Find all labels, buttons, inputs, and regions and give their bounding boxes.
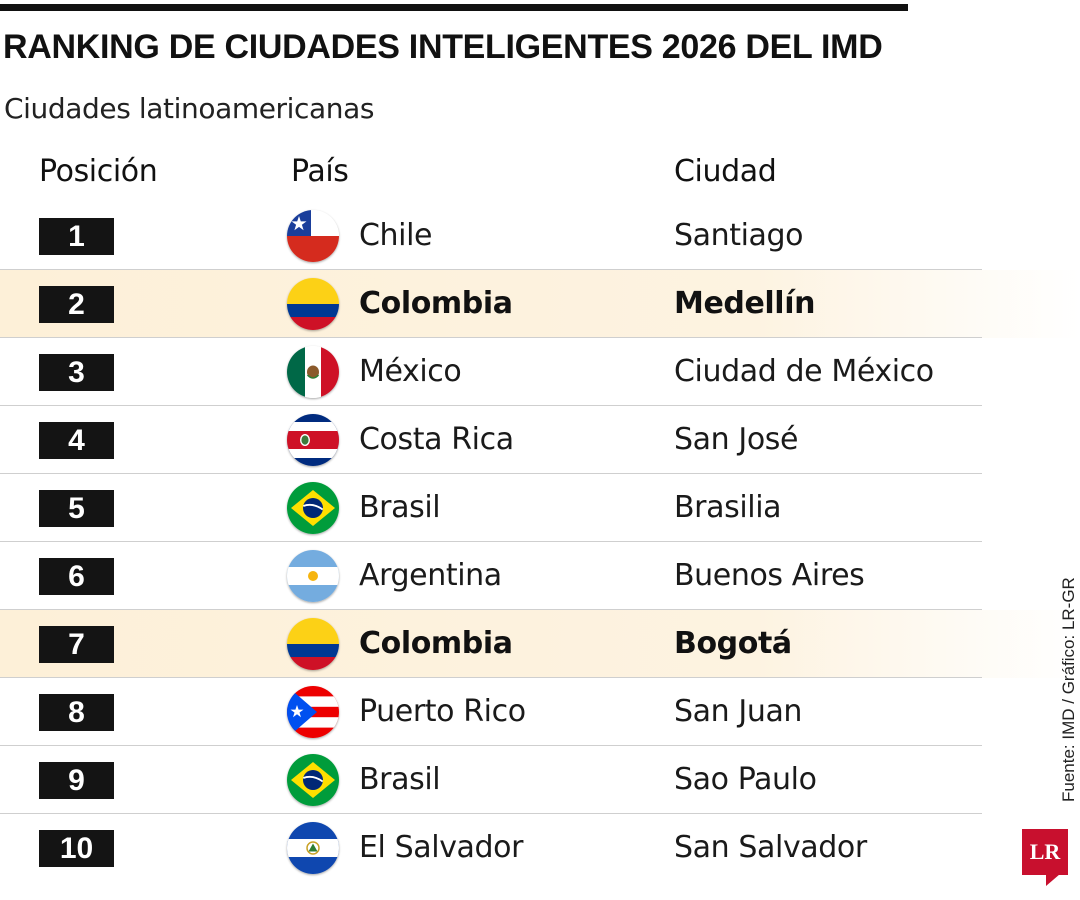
- table-row: 1 Chile Santiago: [0, 202, 1080, 270]
- flag-mexico-icon: [287, 346, 339, 398]
- table-row: 6 Argentina Buenos Aires: [0, 542, 1080, 610]
- ranking-table: 1 Chile Santiago 2 Colombia Medellín 3 México Ci…: [0, 202, 1080, 882]
- flag-puerto-rico-icon: [287, 686, 339, 738]
- top-rule: [0, 4, 908, 11]
- position-badge: 4: [39, 422, 114, 459]
- country-name: México: [359, 354, 462, 389]
- row-divider: [0, 813, 982, 814]
- flag-argentina-icon: [287, 550, 339, 602]
- country-name: El Salvador: [359, 830, 524, 865]
- flag-el-salvador-icon: [287, 822, 339, 874]
- table-row: 4 Costa Rica San José: [0, 406, 1080, 474]
- row-divider: [0, 745, 982, 746]
- city-name: Sao Paulo: [674, 762, 817, 797]
- city-name: San Salvador: [674, 830, 867, 865]
- country-name: Argentina: [359, 558, 502, 593]
- position-badge: 8: [39, 694, 114, 731]
- city-name: Brasilia: [674, 490, 782, 525]
- table-row: 9 Brasil Sao Paulo: [0, 746, 1080, 814]
- position-badge: 6: [39, 558, 114, 595]
- position-badge: 7: [39, 626, 114, 663]
- row-divider: [0, 541, 982, 542]
- lr-logo-tail: [1046, 874, 1060, 886]
- city-name: Ciudad de México: [674, 354, 934, 389]
- city-name: Medellín: [674, 286, 816, 321]
- flag-chile-icon: [287, 210, 339, 262]
- row-divider: [0, 473, 982, 474]
- country-name: Colombia: [359, 286, 513, 321]
- city-name: San José: [674, 422, 799, 457]
- city-name: Santiago: [674, 218, 804, 253]
- table-row: 7 Colombia Bogotá: [0, 610, 1080, 678]
- chart-subtitle: Ciudades latinoamericanas: [4, 92, 375, 125]
- city-name: Bogotá: [674, 626, 792, 661]
- row-divider: [0, 269, 982, 270]
- header-country: País: [291, 154, 349, 189]
- position-badge: 2: [39, 286, 114, 323]
- row-divider: [0, 337, 982, 338]
- table-row: 2 Colombia Medellín: [0, 270, 1080, 338]
- country-name: Puerto Rico: [359, 694, 526, 729]
- flag-colombia-icon: [287, 278, 339, 330]
- flag-brazil-icon: [287, 482, 339, 534]
- flag-brazil-icon: [287, 754, 339, 806]
- position-badge: 1: [39, 218, 114, 255]
- source-credit: Fuente: IMD / Gráfico: LR-GR: [1059, 577, 1078, 802]
- position-badge: 5: [39, 490, 114, 527]
- country-name: Chile: [359, 218, 433, 253]
- header-city: Ciudad: [674, 154, 777, 189]
- country-name: Brasil: [359, 490, 441, 525]
- table-row: 5 Brasil Brasilia: [0, 474, 1080, 542]
- country-name: Colombia: [359, 626, 513, 661]
- table-row: 3 México Ciudad de México: [0, 338, 1080, 406]
- city-name: San Juan: [674, 694, 803, 729]
- flag-costa-rica-icon: [287, 414, 339, 466]
- city-name: Buenos Aires: [674, 558, 865, 593]
- table-row: 10 El Salvador San Salvador: [0, 814, 1080, 882]
- row-divider: [0, 405, 982, 406]
- position-badge: 3: [39, 354, 114, 391]
- country-name: Costa Rica: [359, 422, 514, 457]
- table-row: 8 Puerto Rico San Juan: [0, 678, 1080, 746]
- row-divider: [0, 609, 982, 610]
- chart-title: RANKING DE CIUDADES INTELIGENTES 2026 DE…: [3, 28, 883, 66]
- position-badge: 9: [39, 762, 114, 799]
- flag-colombia-icon: [287, 618, 339, 670]
- position-badge: 10: [39, 830, 114, 867]
- header-position: Posición: [39, 154, 158, 189]
- country-name: Brasil: [359, 762, 441, 797]
- lr-logo: LR: [1022, 829, 1068, 875]
- row-divider: [0, 677, 982, 678]
